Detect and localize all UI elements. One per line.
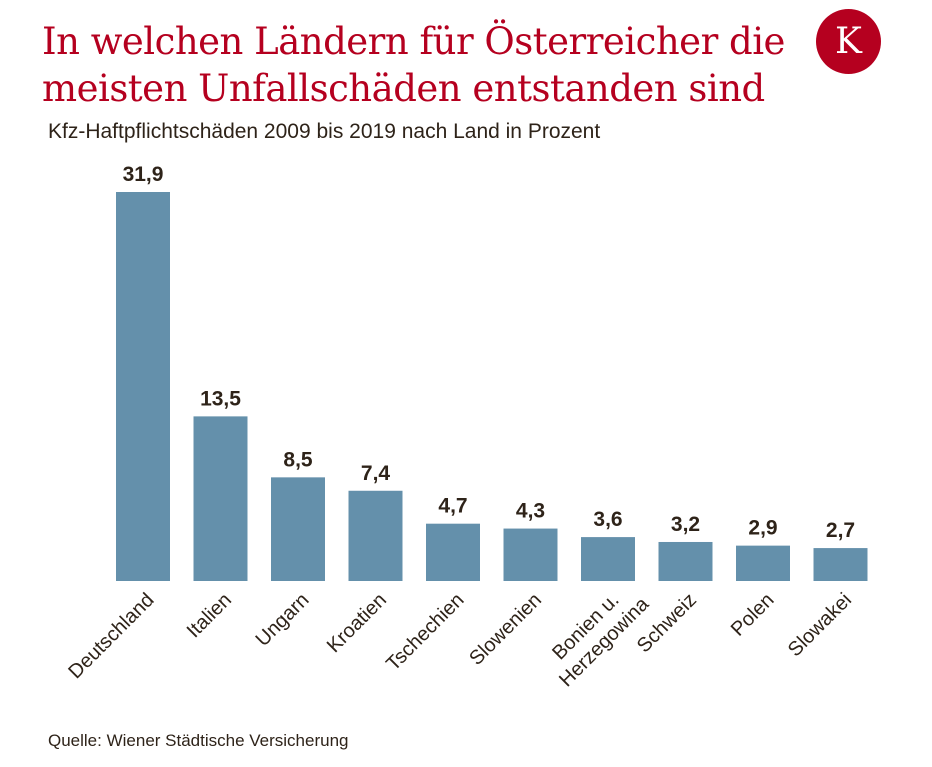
value-label: 3,6 bbox=[593, 508, 622, 531]
bar-5 bbox=[503, 528, 558, 581]
source-note: Quelle: Wiener Städtische Versicherung bbox=[48, 731, 349, 750]
category-label: Italien bbox=[183, 589, 236, 642]
bar-4 bbox=[426, 523, 480, 581]
category-label: Slowakei bbox=[784, 589, 856, 661]
value-label: 2,9 bbox=[748, 517, 777, 540]
kurier-logo: K bbox=[816, 9, 881, 74]
category-label: Ungarn bbox=[252, 589, 314, 651]
category-label: Kroatien bbox=[323, 589, 391, 657]
category-label: Bonien u.Herzegowina bbox=[538, 576, 654, 692]
bar-8 bbox=[736, 545, 790, 581]
chart-subtitle: Kfz-Haftpflichtschäden 2009 bis 2019 nac… bbox=[48, 120, 601, 143]
category-label: Slowenien bbox=[465, 589, 546, 670]
chart-title: In welchen Ländern für Österreicher die … bbox=[42, 20, 785, 110]
bar-1 bbox=[193, 416, 248, 581]
value-label: 4,7 bbox=[438, 495, 467, 518]
value-label: 7,4 bbox=[361, 462, 391, 485]
category-label: Deutschland bbox=[64, 589, 158, 683]
value-label: 4,3 bbox=[516, 500, 545, 523]
bar-9 bbox=[813, 548, 868, 581]
value-label: 31,9 bbox=[123, 163, 164, 186]
bar-7 bbox=[658, 541, 713, 581]
category-label: Polen bbox=[727, 589, 779, 641]
value-label: 3,2 bbox=[671, 513, 700, 536]
bar-3 bbox=[348, 490, 403, 581]
value-label: 8,5 bbox=[283, 448, 313, 471]
bar-0 bbox=[116, 192, 170, 581]
value-label: 13,5 bbox=[200, 387, 241, 410]
category-label: Tschechien bbox=[382, 589, 468, 675]
bar-2 bbox=[271, 477, 325, 581]
value-label: 2,7 bbox=[826, 519, 855, 542]
bar-6 bbox=[581, 537, 635, 581]
